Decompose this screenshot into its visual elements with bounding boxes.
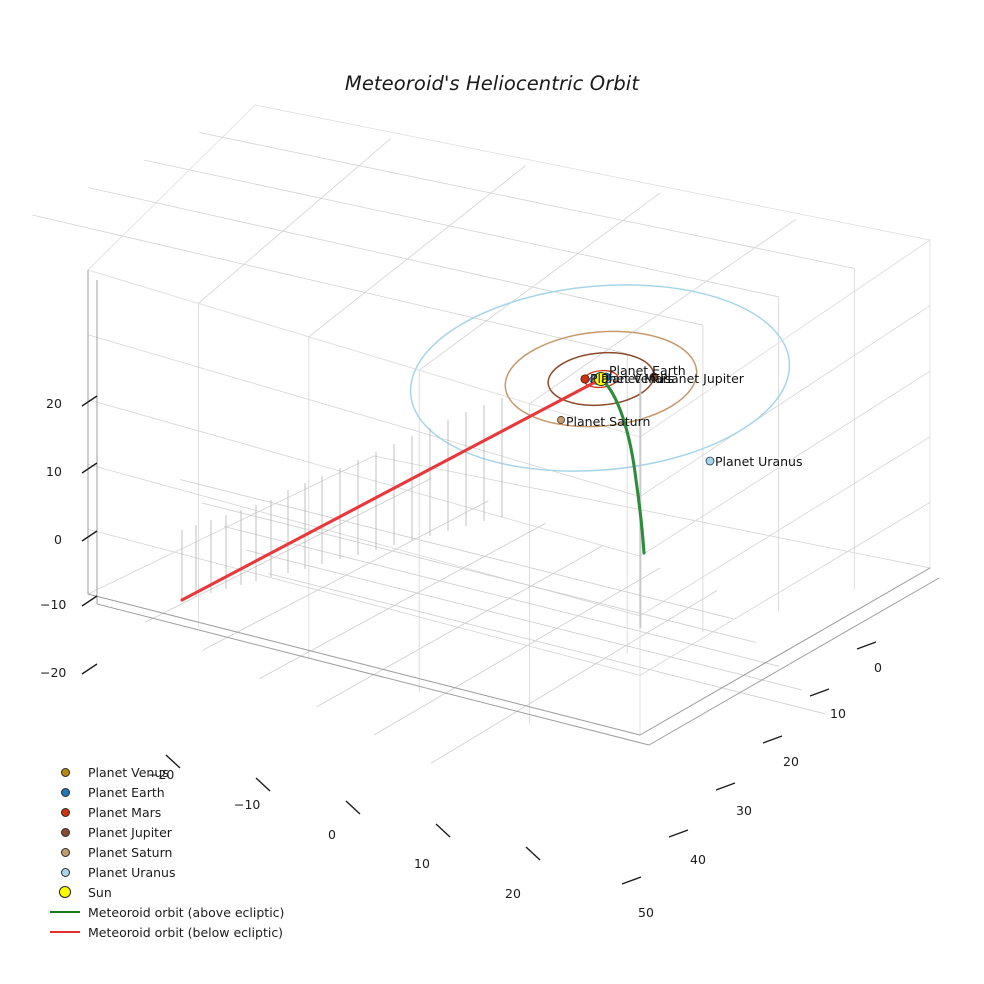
sun-marker xyxy=(594,372,608,386)
axis-spines xyxy=(87,270,940,746)
x-axis-tick-label: 20 xyxy=(505,886,521,901)
legend-dot-marker xyxy=(46,847,84,857)
x-axis-tick-label: 0 xyxy=(328,827,336,842)
y-axis-tick-label: 20 xyxy=(783,754,799,769)
legend-item[interactable]: Planet Earth xyxy=(46,782,346,802)
planet-saturn-marker xyxy=(557,416,565,424)
legend-dot-marker xyxy=(46,807,84,817)
x-axis-tick-label: −20 xyxy=(148,767,175,782)
meteoroid-orbit-below-ecliptic xyxy=(180,377,603,602)
x-axis-tick-label: −10 xyxy=(234,797,261,812)
y-axis-spine xyxy=(639,567,931,736)
legend-item[interactable]: Sun xyxy=(46,882,346,902)
legend-dot-marker xyxy=(46,827,84,837)
legend-line-marker xyxy=(46,911,84,913)
legend-item[interactable]: Planet Jupiter xyxy=(46,822,346,842)
meteoroid-orbit-above-ecliptic xyxy=(599,377,646,555)
planet-uranus-marker xyxy=(705,456,715,466)
legend-item[interactable]: Planet Mars xyxy=(46,802,346,822)
planet-dot-icon xyxy=(60,807,70,817)
planet-uranus-label: Planet Uranus xyxy=(715,454,803,469)
planet-jupiter-marker xyxy=(649,372,659,382)
planet-earth-label: Planet Earth xyxy=(609,363,686,378)
legend-item[interactable]: Meteoroid orbit (above ecliptic) xyxy=(46,902,346,922)
planet-venus-label: Planet Venus xyxy=(590,371,671,386)
legend-dot-marker xyxy=(46,787,84,797)
planet-dot-icon xyxy=(60,827,70,837)
legend-dot-marker xyxy=(46,886,84,898)
sun-icon xyxy=(59,886,71,898)
legend-item-label: Planet Saturn xyxy=(88,844,173,860)
planet-dot-icon xyxy=(60,787,70,797)
y-axis-tick-label: 10 xyxy=(830,706,846,721)
planet-mars-label: Planet Mars xyxy=(601,371,675,386)
z-axis-tick-label: 10 xyxy=(46,464,62,479)
legend-item[interactable]: Meteoroid orbit (below ecliptic) xyxy=(46,922,346,942)
x-axis-spine xyxy=(87,593,641,736)
axes-pane-grid xyxy=(32,104,932,438)
planet-mars-marker xyxy=(580,374,590,384)
body-markers xyxy=(557,372,715,466)
legend-line-marker xyxy=(46,931,84,933)
legend-item-label: Planet Jupiter xyxy=(88,824,172,840)
legend-item-label: Planet Uranus xyxy=(88,864,176,880)
planet-saturn-label: Planet Saturn xyxy=(566,414,651,429)
legend-item-label: Meteoroid orbit (below ecliptic) xyxy=(88,924,284,940)
y-axis-tick-label: 40 xyxy=(690,852,706,867)
legend-item[interactable]: Planet Venus xyxy=(46,762,346,782)
z-axis-tick-label: 0 xyxy=(54,532,62,547)
y-axis-tick-label: 0 xyxy=(874,660,882,675)
planet-dot-icon xyxy=(60,847,70,857)
legend-item-label: Meteoroid orbit (above ecliptic) xyxy=(88,904,285,920)
legend-item-label: Sun xyxy=(88,884,112,900)
x-axis-tick-label: 10 xyxy=(414,856,430,871)
meteoroid-projection-stems xyxy=(181,378,642,628)
tick-marks xyxy=(81,395,877,885)
legend-line-swatch xyxy=(50,911,80,913)
axes-right-wall xyxy=(626,239,931,736)
orbit-uranus xyxy=(409,284,791,472)
axes-floor-grid xyxy=(86,455,932,764)
legend-item-label: Planet Venus xyxy=(88,764,169,780)
legend-item[interactable]: Planet Uranus xyxy=(46,862,346,882)
legend-item-label: Planet Mars xyxy=(88,804,162,820)
legend-item-label: Planet Earth xyxy=(88,784,165,800)
planet-dot-icon xyxy=(60,867,70,877)
y-axis-tick-label: 50 xyxy=(638,905,654,920)
legend-line-swatch xyxy=(50,931,80,933)
orbit-saturn xyxy=(504,330,698,428)
planet-dot-icon xyxy=(60,767,70,777)
z-axis-tick-label: 20 xyxy=(46,396,62,411)
z-axis-tick-label: −20 xyxy=(40,665,67,680)
page-title: Meteoroid's Heliocentric Orbit xyxy=(344,72,640,95)
planet-jupiter-label: Planet Jupiter xyxy=(660,371,744,386)
legend-dot-marker xyxy=(46,867,84,877)
legend-dot-marker xyxy=(46,767,84,777)
z-axis-tick-label: −10 xyxy=(40,597,67,612)
legend: Planet Venus Planet Earth Planet Mars Plane… xyxy=(46,762,346,942)
y-axis-tick-label: 30 xyxy=(736,803,752,818)
legend-item[interactable]: Planet Saturn xyxy=(46,842,346,862)
